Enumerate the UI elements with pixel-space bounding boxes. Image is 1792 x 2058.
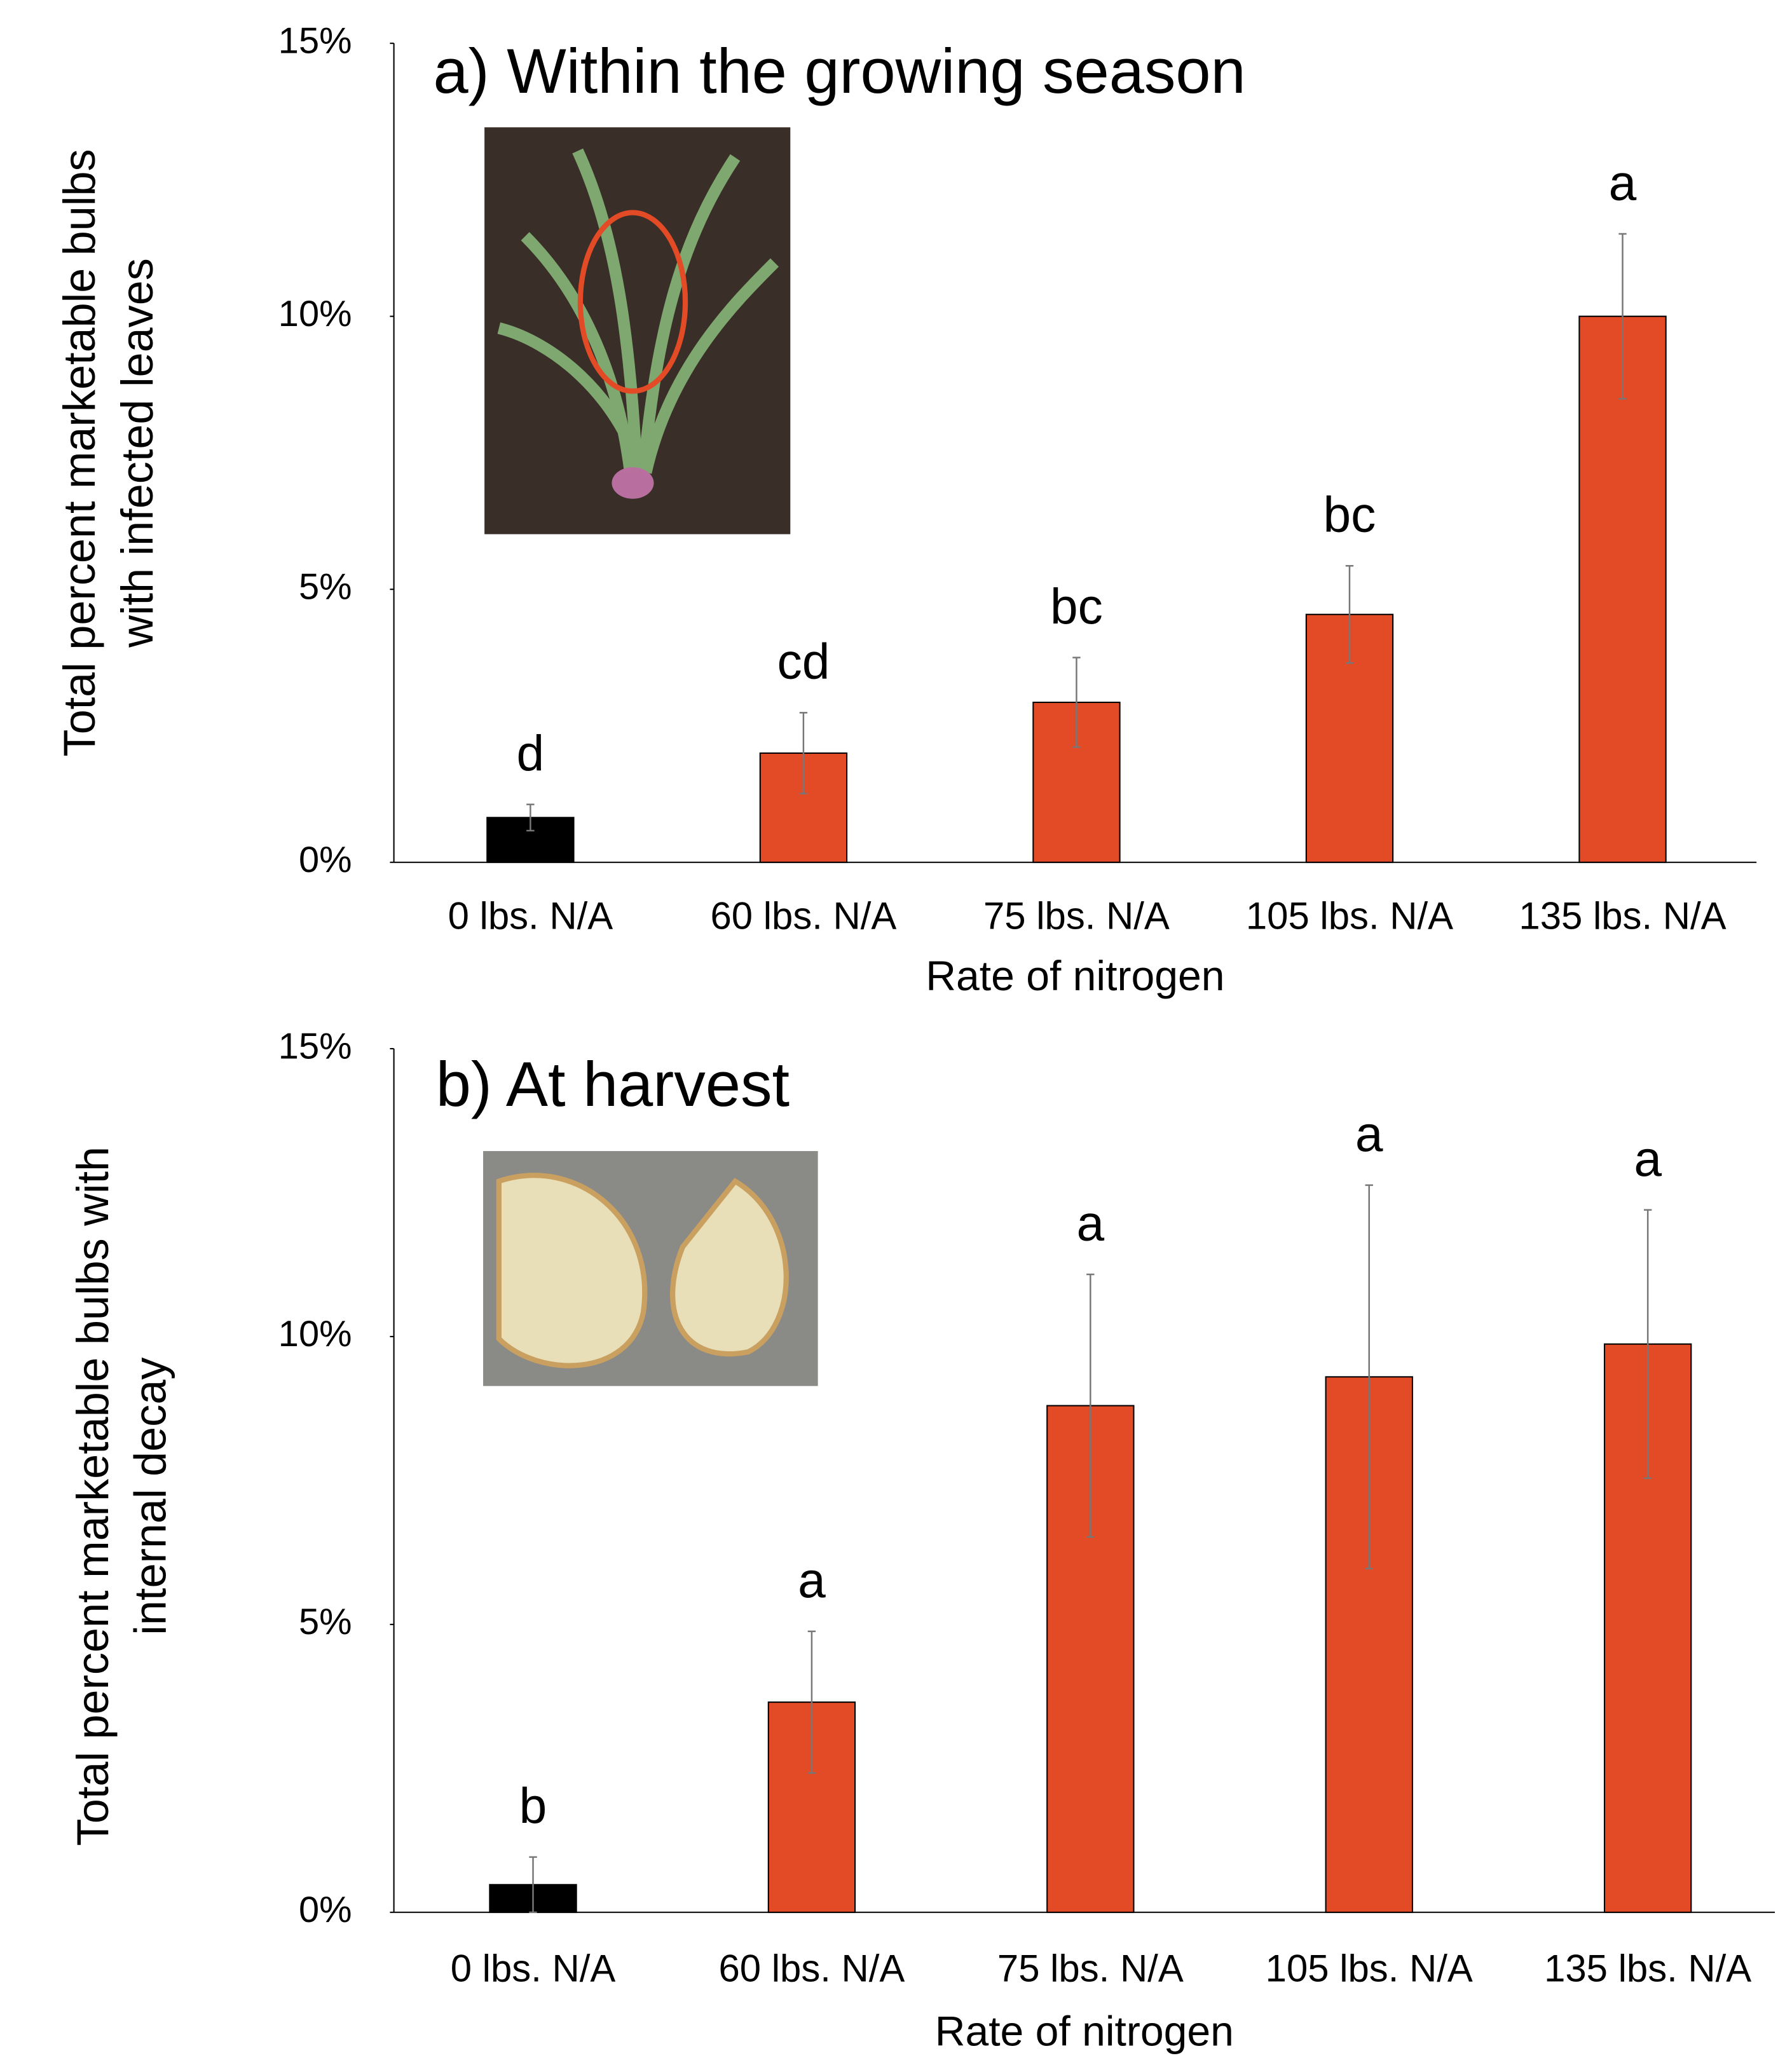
y-tick-label: 0%: [299, 1890, 352, 1930]
x-tick-label: 60 lbs. N/A: [718, 1947, 905, 1990]
y-tick-label: 5%: [299, 566, 352, 607]
y-axis-label-line: internal decay: [125, 1358, 175, 1635]
significance-letter: a: [1609, 154, 1637, 210]
x-tick-label: 60 lbs. N/A: [710, 894, 896, 937]
x-tick-label: 75 lbs. N/A: [983, 894, 1170, 937]
chart-title: a) Within the growing season: [434, 36, 1246, 107]
y-axis-label-line: Total percent marketable bulbs: [54, 149, 104, 756]
y-tick-label: 15%: [278, 20, 352, 61]
bar: [1578, 315, 1667, 863]
x-axis-label: Rate of nitrogen: [935, 2008, 1234, 2055]
x-tick-label: 135 lbs. N/A: [1519, 894, 1726, 937]
y-axis-label: Total percent marketable bulbs with inter…: [67, 1147, 175, 1846]
x-tick-label: 75 lbs. N/A: [997, 1947, 1184, 1990]
y-axis-label-line: Total percent marketable bulbs with: [67, 1147, 117, 1846]
x-tick-label: 135 lbs. N/A: [1544, 1947, 1751, 1990]
x-tick-label: 105 lbs. N/A: [1266, 1947, 1473, 1990]
significance-letter: d: [517, 725, 545, 781]
y-axis-label-line: with infected leaves: [112, 258, 162, 648]
x-tick-label: 0 lbs. N/A: [451, 1947, 616, 1990]
significance-letter: bc: [1050, 578, 1103, 634]
y-tick-label: 15%: [278, 1026, 352, 1066]
y-axis-label: Total percent marketable bulbs with infec…: [54, 149, 162, 756]
chart-title: b) At harvest: [436, 1049, 790, 1120]
y-tick-label: 5%: [299, 1602, 352, 1642]
significance-letter: a: [1634, 1131, 1662, 1187]
significance-letter: a: [798, 1552, 826, 1608]
significance-letter: cd: [777, 634, 830, 690]
significance-letter: a: [1077, 1195, 1105, 1251]
significance-letter: b: [519, 1778, 547, 1834]
significance-letter: bc: [1323, 487, 1376, 543]
x-tick-label: 105 lbs. N/A: [1246, 894, 1453, 937]
x-tick-label: 0 lbs. N/A: [448, 894, 613, 937]
significance-letter: a: [1355, 1106, 1383, 1162]
photo-onion-halves: [483, 1151, 818, 1386]
photo-onion-plant: [484, 127, 791, 535]
y-tick-label: 10%: [278, 294, 352, 334]
x-axis-label: Rate of nitrogen: [926, 953, 1224, 1000]
y-tick-label: 10%: [278, 1314, 352, 1354]
y-tick-label: 0%: [299, 840, 352, 880]
